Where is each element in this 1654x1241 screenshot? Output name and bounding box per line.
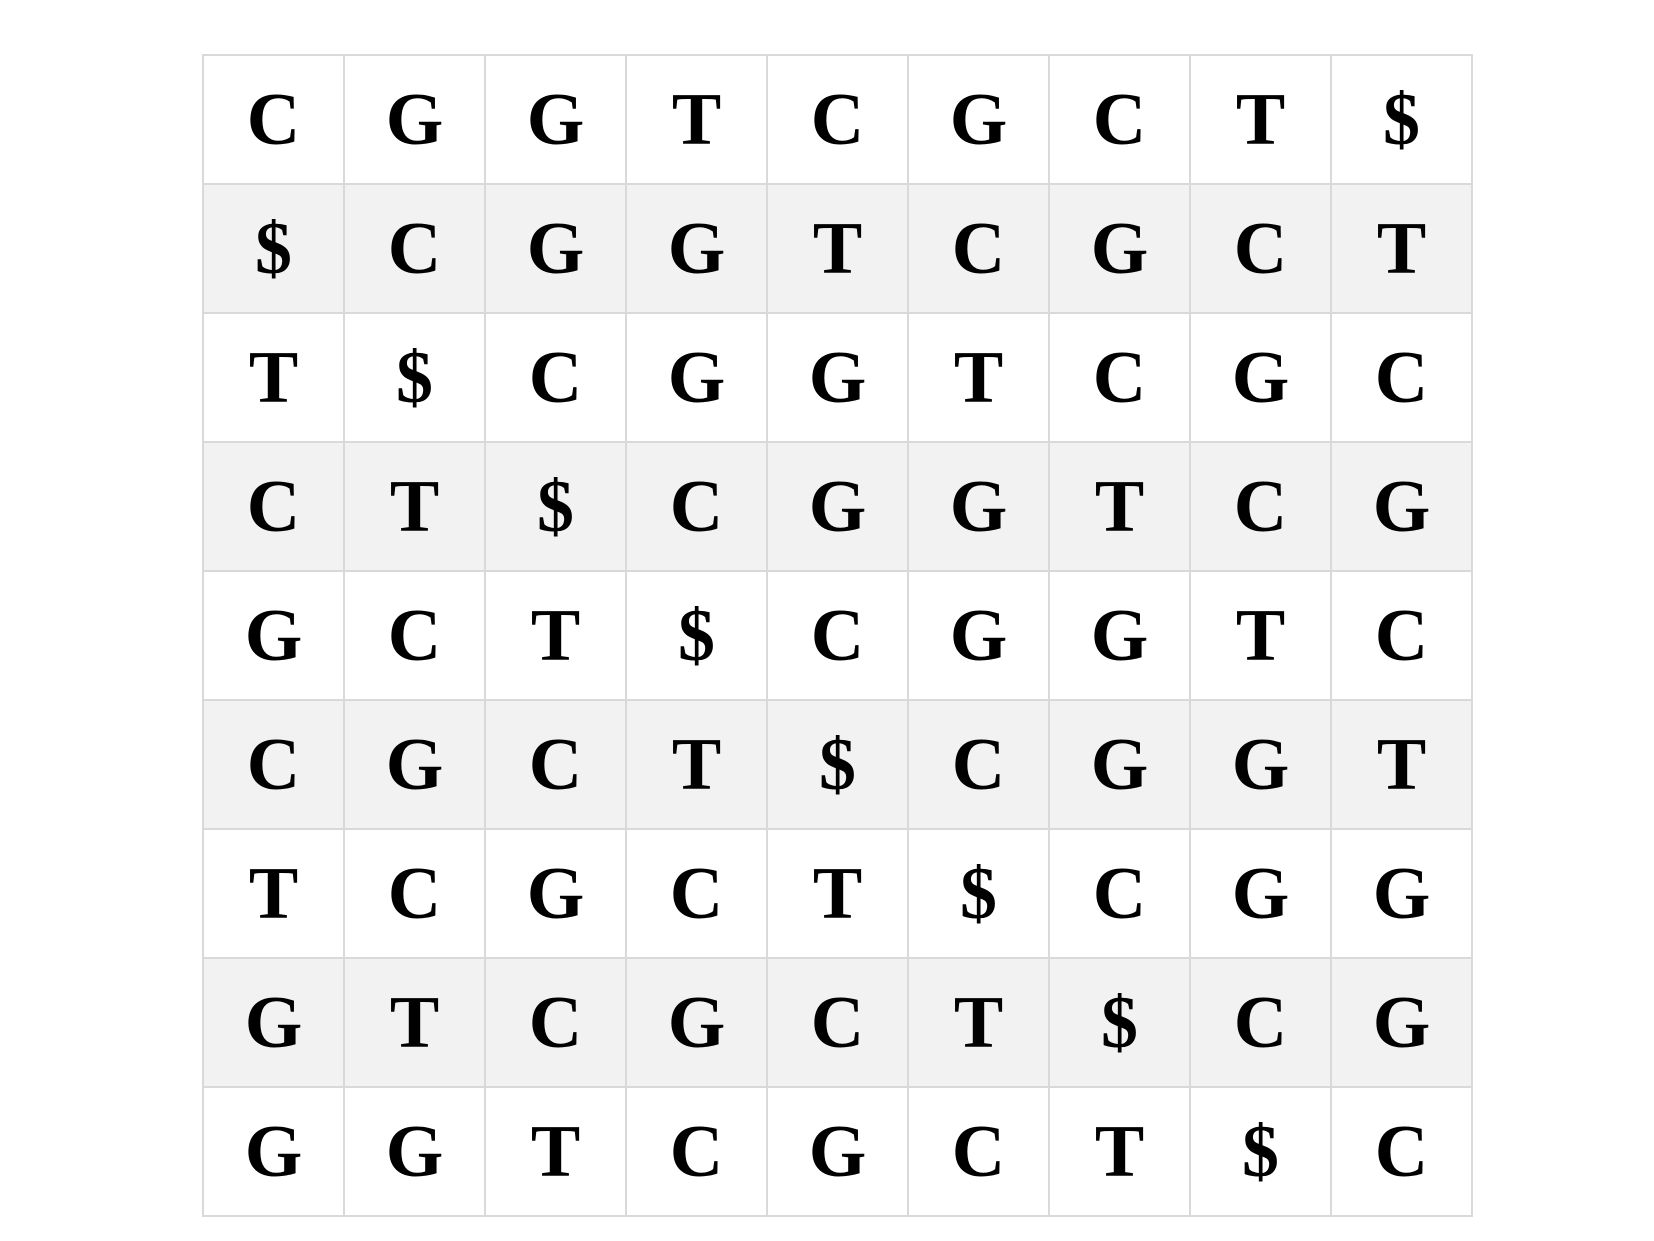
grid-cell: G	[1330, 828, 1473, 959]
grid-cell: $	[202, 183, 345, 314]
grid-cell: G	[484, 54, 627, 185]
grid-cell: C	[343, 828, 486, 959]
grid-cell: T	[625, 699, 768, 830]
grid-cell: G	[625, 183, 768, 314]
grid-cell: G	[907, 441, 1050, 572]
grid-cell: G	[1330, 957, 1473, 1088]
grid-cell: T	[766, 828, 909, 959]
grid-cell: G	[1330, 441, 1473, 572]
grid-cell: $	[484, 441, 627, 572]
grid-cell: $	[1189, 1086, 1332, 1217]
grid-cell: G	[766, 441, 909, 572]
grid-cell: G	[343, 1086, 486, 1217]
grid-cell: C	[907, 1086, 1050, 1217]
grid-row: C G G T C G C T $	[202, 54, 1473, 185]
grid-cell: $	[907, 828, 1050, 959]
grid-cell: G	[625, 957, 768, 1088]
grid-cell: $	[625, 570, 768, 701]
grid-cell: T	[484, 570, 627, 701]
grid-cell: T	[202, 828, 345, 959]
grid-cell: T	[484, 1086, 627, 1217]
grid-cell: C	[343, 183, 486, 314]
grid-cell: G	[484, 183, 627, 314]
grid-cell: T	[1330, 699, 1473, 830]
grid-cell: C	[1048, 54, 1191, 185]
grid-cell: G	[202, 570, 345, 701]
grid-cell: T	[907, 957, 1050, 1088]
grid-cell: C	[907, 699, 1050, 830]
grid-row: C G C T $ C G G T	[202, 699, 1473, 830]
grid-cell: T	[766, 183, 909, 314]
grid-cell: G	[907, 570, 1050, 701]
grid-cell: T	[343, 441, 486, 572]
grid-cell: C	[484, 957, 627, 1088]
grid-cell: T	[1048, 441, 1191, 572]
grid-cell: C	[1189, 957, 1332, 1088]
grid-cell: C	[1330, 312, 1473, 443]
grid-cell: C	[625, 441, 768, 572]
grid-cell: C	[766, 957, 909, 1088]
grid-cell: G	[343, 54, 486, 185]
grid-cell: G	[907, 54, 1050, 185]
grid-cell: T	[1189, 54, 1332, 185]
grid-row: $ C G G T C G C T	[202, 183, 1473, 314]
grid-cell: C	[1189, 183, 1332, 314]
grid-cell: C	[484, 312, 627, 443]
grid-cell: C	[1048, 312, 1191, 443]
grid-row: T C G C T $ C G G	[202, 828, 1473, 959]
grid-cell: G	[202, 1086, 345, 1217]
grid-cell: C	[202, 699, 345, 830]
grid-row: C T $ C G G T C G	[202, 441, 1473, 572]
grid-cell: C	[625, 828, 768, 959]
grid-row: G C T $ C G G T C	[202, 570, 1473, 701]
grid-cell: G	[625, 312, 768, 443]
grid-cell: G	[1048, 570, 1191, 701]
grid-cell: C	[625, 1086, 768, 1217]
grid-cell: C	[343, 570, 486, 701]
rotation-matrix-grid: C G G T C G C T $ $ C G G T C G C T T $ C G G T C G C C T $ C G G T C G G C T $…	[202, 54, 1473, 1217]
grid-cell: G	[1189, 828, 1332, 959]
grid-body: C G G T C G C T $ $ C G G T C G C T T $ C G G T C G C C T $ C G G T C G G C T $…	[202, 54, 1473, 1217]
grid-cell: G	[343, 699, 486, 830]
grid-cell: C	[1048, 828, 1191, 959]
grid-cell: T	[1048, 1086, 1191, 1217]
grid-cell: C	[202, 441, 345, 572]
grid-cell: C	[202, 54, 345, 185]
grid-cell: $	[766, 699, 909, 830]
grid-cell: C	[1330, 570, 1473, 701]
grid-cell: T	[625, 54, 768, 185]
grid-cell: C	[907, 183, 1050, 314]
grid-cell: C	[766, 54, 909, 185]
grid-cell: T	[202, 312, 345, 443]
grid-cell: G	[766, 1086, 909, 1217]
grid-cell: G	[1048, 183, 1191, 314]
grid-cell: G	[1048, 699, 1191, 830]
grid-cell: G	[766, 312, 909, 443]
grid-cell: T	[907, 312, 1050, 443]
grid-cell: T	[1330, 183, 1473, 314]
grid-cell: C	[1189, 441, 1332, 572]
grid-cell: G	[1189, 312, 1332, 443]
grid-cell: $	[343, 312, 486, 443]
grid-cell: C	[1330, 1086, 1473, 1217]
grid-cell: T	[343, 957, 486, 1088]
grid-cell: $	[1048, 957, 1191, 1088]
grid-cell: G	[202, 957, 345, 1088]
grid-row: G T C G C T $ C G	[202, 957, 1473, 1088]
grid-cell: G	[1189, 699, 1332, 830]
grid-row: G G T C G C T $ C	[202, 1086, 1473, 1217]
grid-cell: T	[1189, 570, 1332, 701]
grid-cell: C	[484, 699, 627, 830]
grid-cell: G	[484, 828, 627, 959]
grid-row: T $ C G G T C G C	[202, 312, 1473, 443]
grid-cell: $	[1330, 54, 1473, 185]
grid-cell: C	[766, 570, 909, 701]
